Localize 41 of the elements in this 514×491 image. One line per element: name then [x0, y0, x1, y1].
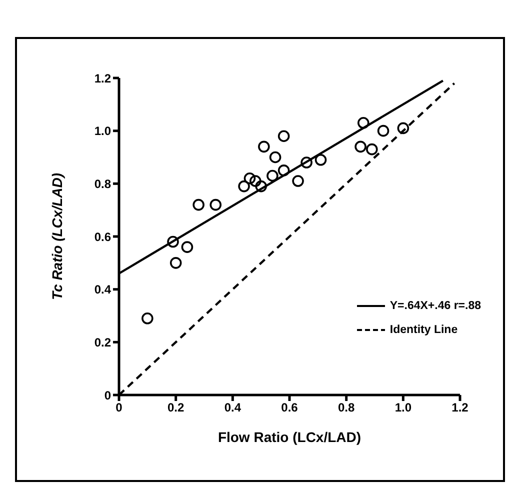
point — [170, 257, 182, 269]
x-tick-label: 1.0 — [394, 400, 412, 415]
point — [244, 172, 256, 184]
y-axis-title: Tc Ratio (LCx/LAD) — [48, 172, 65, 300]
point — [210, 198, 222, 211]
x-tick-label: 1.2 — [452, 400, 469, 415]
point — [255, 180, 267, 192]
y-tick-label: 0.6 — [94, 230, 112, 244]
y-tick-label: 0 — [104, 388, 112, 402]
x-tick-label: 0.6 — [281, 400, 298, 415]
point — [397, 122, 410, 134]
point — [181, 241, 194, 253]
point — [142, 312, 154, 324]
y-tick-label: 1.0 — [94, 124, 112, 138]
point — [192, 198, 204, 211]
x-tick-label: 0.8 — [338, 400, 355, 415]
x-axis-title: Flow Ratio (LCx/LAD) — [218, 429, 362, 445]
y-tick-label: 1.2 — [94, 71, 112, 86]
point — [250, 175, 262, 187]
point — [238, 180, 250, 192]
point — [300, 156, 312, 168]
point — [278, 130, 290, 142]
point — [354, 140, 366, 153]
point — [292, 175, 304, 187]
y-tick-label: 0.4 — [94, 282, 112, 297]
point — [258, 140, 270, 153]
point — [377, 124, 390, 137]
x-tick-label: 0.2 — [167, 400, 184, 415]
legend-label: Identity Line — [390, 323, 458, 338]
x-tick-label: 0 — [116, 400, 123, 415]
point — [366, 143, 378, 156]
point — [167, 236, 179, 248]
legend-label: Y=.64X+.46 r=.88 — [390, 299, 481, 314]
point — [269, 151, 282, 164]
point — [314, 154, 327, 166]
point — [357, 117, 370, 129]
y-tick-label: 0.2 — [94, 335, 112, 350]
point — [278, 164, 290, 176]
point — [266, 170, 278, 182]
y-tick-label: 0.8 — [94, 176, 112, 191]
x-tick-label: 0.4 — [224, 400, 242, 415]
